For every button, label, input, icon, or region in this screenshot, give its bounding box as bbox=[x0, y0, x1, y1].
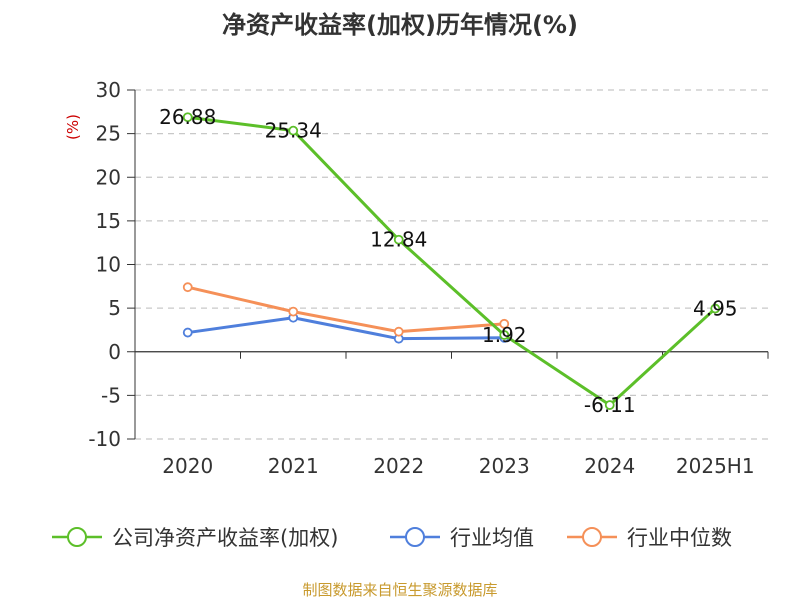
data-point bbox=[499, 318, 510, 329]
y-tick-label: -5 bbox=[101, 383, 121, 407]
data-point bbox=[499, 330, 510, 340]
axes: -10 -5 0 5 10 15 20 25 30 2020 2021 2022 2023 2024 202… bbox=[88, 78, 769, 478]
y-tick-label: 20 bbox=[96, 165, 121, 189]
y-tick-label: 0 bbox=[108, 340, 121, 364]
x-tick-label: 2021 bbox=[268, 454, 319, 478]
series-line-2 bbox=[187, 285, 505, 334]
series-line-1 bbox=[187, 316, 505, 341]
data-point bbox=[393, 234, 404, 245]
data-point bbox=[182, 327, 193, 338]
x-tick-label: 2023 bbox=[479, 454, 530, 478]
x-tick-label: 2024 bbox=[584, 454, 635, 478]
data-point bbox=[288, 125, 299, 136]
legend-marker bbox=[405, 527, 425, 547]
data-point bbox=[288, 306, 299, 317]
data-labels: 26.88 25.34 12.84 1.92 -6.11 4.95 bbox=[159, 105, 737, 417]
series-lines bbox=[182, 112, 721, 410]
y-tick-label: 5 bbox=[108, 296, 121, 320]
data-source-note: 制图数据来自恒生聚源数据库 bbox=[302, 581, 497, 599]
data-label: 1.92 bbox=[482, 323, 527, 347]
y-axis-unit: (%) bbox=[64, 114, 82, 140]
grid-lines bbox=[135, 89, 768, 440]
y-tick-label: -10 bbox=[88, 427, 121, 451]
data-point bbox=[182, 282, 193, 293]
y-tick-label: 15 bbox=[96, 209, 121, 233]
series-line-0 bbox=[187, 115, 717, 407]
legend: 公司净资产收益率(加权) 行业均值 行业中位数 bbox=[52, 526, 732, 550]
data-label: 4.95 bbox=[693, 297, 738, 321]
legend-label: 行业均值 bbox=[450, 526, 534, 550]
data-point bbox=[182, 112, 193, 123]
legend-marker bbox=[67, 527, 87, 547]
data-label: 26.88 bbox=[159, 105, 216, 129]
x-tick-label: 2020 bbox=[162, 454, 213, 478]
chart-title: 净资产收益率(加权)历年情况(%) bbox=[222, 11, 578, 39]
data-point bbox=[393, 326, 404, 337]
x-tick-label: 2022 bbox=[373, 454, 424, 478]
legend-label: 行业中位数 bbox=[627, 526, 732, 550]
y-tick-label: 30 bbox=[96, 78, 121, 102]
data-point bbox=[604, 400, 615, 410]
y-tick-label: 10 bbox=[96, 253, 121, 277]
legend-label: 公司净资产收益率(加权) bbox=[112, 526, 338, 550]
data-label: -6.11 bbox=[584, 393, 636, 417]
data-point bbox=[710, 303, 721, 314]
data-label: 25.34 bbox=[265, 119, 322, 143]
legend-marker bbox=[582, 527, 602, 547]
data-label: 12.84 bbox=[370, 228, 427, 252]
x-tick-label: 2025H1 bbox=[676, 454, 755, 478]
y-tick-label: 25 bbox=[96, 122, 121, 146]
